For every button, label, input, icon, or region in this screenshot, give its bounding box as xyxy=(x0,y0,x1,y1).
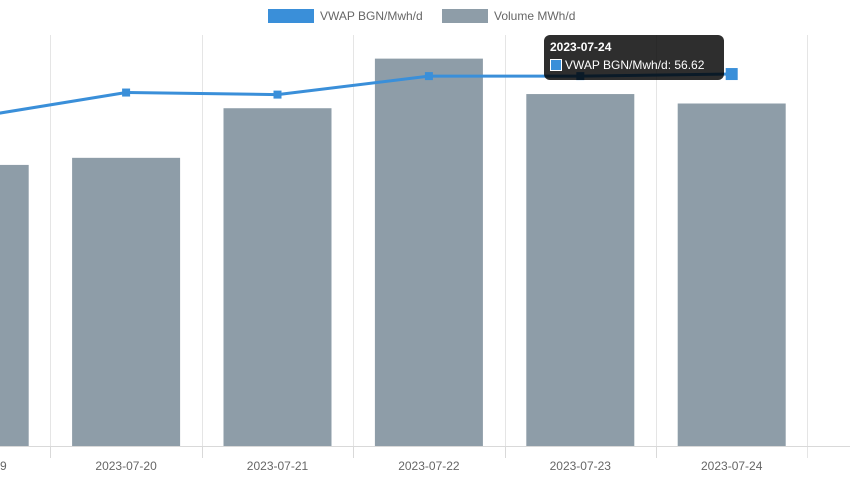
vwap-point[interactable] xyxy=(424,72,433,81)
vwap-point[interactable] xyxy=(273,90,282,99)
volume-bar[interactable] xyxy=(526,94,635,446)
legend-label-vwap[interactable]: VWAP BGN/Mwh/d xyxy=(320,9,423,23)
grid-lines xyxy=(0,35,850,458)
legend[interactable]: VWAP BGN/Mwh/d Volume MWh/d xyxy=(268,9,575,23)
tooltip-row: VWAP BGN/Mwh/d: 56.62 xyxy=(550,58,718,72)
x-tick-label: 2023-07-22 xyxy=(398,459,460,473)
legend-swatch-vwap[interactable] xyxy=(268,9,314,23)
tooltip-title: 2023-07-24 xyxy=(550,40,612,54)
vwap-point[interactable] xyxy=(122,88,131,97)
tooltip-label: VWAP BGN/Mwh/d: 56.62 xyxy=(565,58,705,72)
volume-bar[interactable] xyxy=(223,108,332,447)
x-tick-label: 2023-07-21 xyxy=(247,459,309,473)
tooltip-color-swatch xyxy=(550,59,562,71)
volume-bars xyxy=(0,58,786,447)
legend-label-volume[interactable]: Volume MWh/d xyxy=(494,9,575,23)
x-tick-label: 2023-07-23 xyxy=(550,459,612,473)
x-axis: 9 2023-07-20 2023-07-21 2023-07-22 2023-07-2… xyxy=(0,446,763,473)
x-tick-label: 2023-07-20 xyxy=(95,459,157,473)
x-tick-label: 9 xyxy=(0,459,7,473)
vwap-point-active[interactable] xyxy=(725,68,738,81)
volume-bar[interactable] xyxy=(374,58,483,446)
x-tick-label: 2023-07-24 xyxy=(701,459,763,473)
legend-swatch-volume[interactable] xyxy=(442,9,488,23)
volume-bar[interactable] xyxy=(677,103,786,447)
volume-bar[interactable] xyxy=(72,157,181,447)
volume-bar[interactable] xyxy=(0,164,29,446)
tooltip: 2023-07-24 VWAP BGN/Mwh/d: 56.62 xyxy=(544,35,724,80)
